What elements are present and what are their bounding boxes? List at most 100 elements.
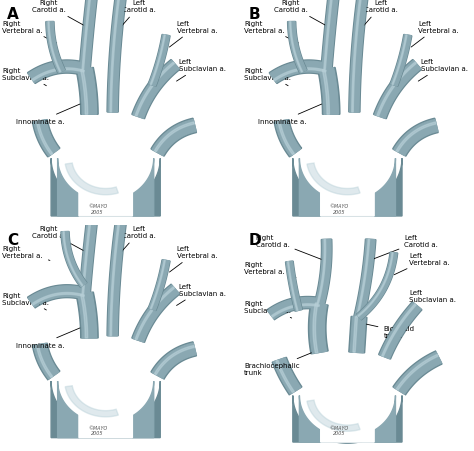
Polygon shape xyxy=(293,396,402,443)
Text: Right
Vertebral a.: Right Vertebral a. xyxy=(2,245,50,261)
Polygon shape xyxy=(290,23,302,73)
Polygon shape xyxy=(36,345,53,377)
Text: Brachiocephalic
trunk: Brachiocephalic trunk xyxy=(244,350,318,376)
Polygon shape xyxy=(272,358,302,395)
Polygon shape xyxy=(357,253,397,319)
Text: Left
Vertebral a.: Left Vertebral a. xyxy=(411,21,459,48)
Polygon shape xyxy=(79,159,132,216)
Polygon shape xyxy=(76,292,98,338)
Text: Left
Vertebral a.: Left Vertebral a. xyxy=(169,245,217,272)
Polygon shape xyxy=(375,61,420,119)
Polygon shape xyxy=(322,70,329,115)
Polygon shape xyxy=(268,298,320,319)
Polygon shape xyxy=(80,223,96,295)
Text: Left
Subclavian a.: Left Subclavian a. xyxy=(418,59,467,82)
Polygon shape xyxy=(315,240,331,305)
Polygon shape xyxy=(321,159,374,216)
Polygon shape xyxy=(82,223,91,294)
Polygon shape xyxy=(58,159,154,216)
Polygon shape xyxy=(32,293,84,305)
Text: ©MAYO
2005: ©MAYO 2005 xyxy=(329,203,349,214)
Text: Bicarotid
trunk: Bicarotid trunk xyxy=(366,324,414,338)
Text: Left
Subclavian a.: Left Subclavian a. xyxy=(176,59,226,82)
Polygon shape xyxy=(322,0,338,70)
Polygon shape xyxy=(380,303,421,359)
Text: Right
Carotid a.: Right Carotid a. xyxy=(255,235,321,260)
Polygon shape xyxy=(148,35,170,87)
Polygon shape xyxy=(133,285,179,342)
Polygon shape xyxy=(80,0,96,70)
Polygon shape xyxy=(27,61,87,84)
Polygon shape xyxy=(379,302,422,359)
Polygon shape xyxy=(48,23,61,73)
Polygon shape xyxy=(288,23,307,74)
Polygon shape xyxy=(394,353,441,394)
Text: Innominate a.: Innominate a. xyxy=(258,105,322,125)
Text: Right
Vertebral a.: Right Vertebral a. xyxy=(244,261,296,278)
Polygon shape xyxy=(110,0,119,113)
Text: B: B xyxy=(249,7,260,22)
Polygon shape xyxy=(135,287,174,340)
Polygon shape xyxy=(314,239,332,305)
Polygon shape xyxy=(349,0,368,113)
Polygon shape xyxy=(46,23,65,74)
Polygon shape xyxy=(150,36,165,85)
Polygon shape xyxy=(394,120,438,156)
Polygon shape xyxy=(374,60,421,120)
Polygon shape xyxy=(65,164,118,195)
Polygon shape xyxy=(28,62,86,83)
Polygon shape xyxy=(151,119,196,157)
Polygon shape xyxy=(278,122,294,155)
Polygon shape xyxy=(51,381,160,437)
Polygon shape xyxy=(382,304,416,357)
Polygon shape xyxy=(353,317,357,353)
Polygon shape xyxy=(132,285,180,343)
Polygon shape xyxy=(46,23,64,74)
Polygon shape xyxy=(318,68,340,115)
Text: Left
Carotid a.: Left Carotid a. xyxy=(121,226,156,252)
Polygon shape xyxy=(32,69,84,82)
Polygon shape xyxy=(300,396,395,442)
Polygon shape xyxy=(352,0,361,113)
Text: ©MAYO
2005: ©MAYO 2005 xyxy=(88,203,107,214)
Polygon shape xyxy=(355,239,375,318)
Text: Right
Subclavian a.: Right Subclavian a. xyxy=(2,68,49,87)
Polygon shape xyxy=(273,358,301,394)
Polygon shape xyxy=(34,120,59,157)
Text: ©MAYO
2005: ©MAYO 2005 xyxy=(88,425,107,436)
Polygon shape xyxy=(65,386,118,417)
Polygon shape xyxy=(107,223,126,336)
Polygon shape xyxy=(78,293,97,338)
Polygon shape xyxy=(108,223,125,336)
Text: Left
Carotid a.: Left Carotid a. xyxy=(121,0,156,27)
Polygon shape xyxy=(58,381,154,437)
Polygon shape xyxy=(390,35,412,87)
Polygon shape xyxy=(321,0,339,70)
Polygon shape xyxy=(269,61,328,84)
Polygon shape xyxy=(288,23,306,74)
Polygon shape xyxy=(396,354,438,390)
Polygon shape xyxy=(51,159,160,216)
Polygon shape xyxy=(151,342,196,379)
Polygon shape xyxy=(350,317,365,353)
Polygon shape xyxy=(152,343,196,378)
Polygon shape xyxy=(310,303,327,354)
Text: Right
Vertebral a.: Right Vertebral a. xyxy=(2,21,57,44)
Polygon shape xyxy=(63,232,83,286)
Polygon shape xyxy=(267,297,320,320)
Text: Right
Carotid a.: Right Carotid a. xyxy=(273,0,329,28)
Polygon shape xyxy=(133,61,179,119)
Text: C: C xyxy=(7,232,18,247)
Polygon shape xyxy=(34,344,59,379)
Text: Right
Subclavian a.: Right Subclavian a. xyxy=(2,292,49,310)
Polygon shape xyxy=(272,304,319,318)
Text: Right
Vertebral a.: Right Vertebral a. xyxy=(244,21,299,44)
Polygon shape xyxy=(276,360,294,393)
Polygon shape xyxy=(32,120,60,157)
Polygon shape xyxy=(321,396,374,442)
Polygon shape xyxy=(27,285,87,308)
Polygon shape xyxy=(82,0,91,70)
Polygon shape xyxy=(356,240,370,317)
Text: Left
Subclavian a.: Left Subclavian a. xyxy=(176,283,226,306)
Polygon shape xyxy=(396,123,436,152)
